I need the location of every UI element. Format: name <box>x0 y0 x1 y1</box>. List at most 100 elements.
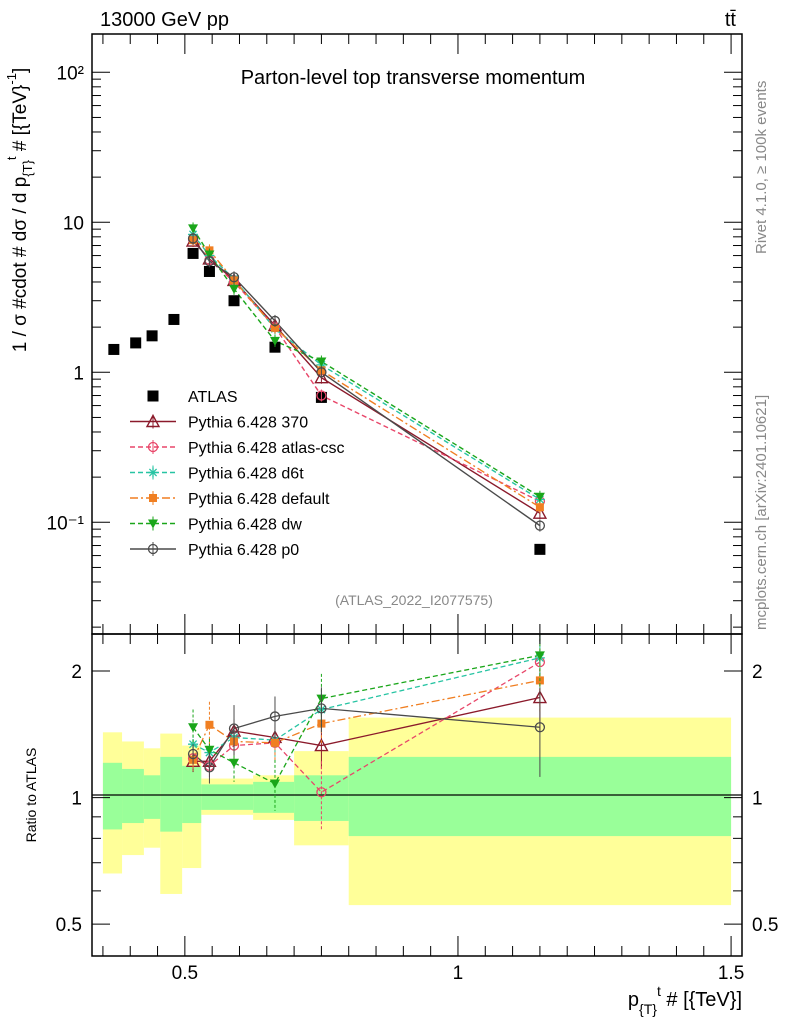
ratio-point-p0 <box>228 723 240 734</box>
ratio-point-dw <box>229 758 240 768</box>
top-y-tick-label: 10⁻¹ <box>47 513 85 534</box>
point-p0 <box>316 367 327 378</box>
point-ATLAS <box>108 343 120 355</box>
legend-marker-atlas-csc <box>147 441 159 453</box>
legend-entry-dw: Pythia 6.428 dw <box>130 516 302 534</box>
point-default <box>270 323 279 332</box>
legend-label-ATLAS: ATLAS <box>188 389 238 406</box>
legend-marker-p0 <box>147 543 159 555</box>
analysis-label: (ATLAS_2022_I2077575) <box>335 592 493 608</box>
x-tick-label: 0.5 <box>172 963 198 984</box>
point-ATLAS <box>203 265 215 277</box>
ratio-band-inner-3 <box>160 756 183 832</box>
point-ATLAS <box>269 341 281 353</box>
ratio-point-p0 <box>187 748 199 760</box>
legend-entry-370: Pythia 6.428 370 <box>130 414 308 432</box>
point-ATLAS <box>130 337 142 349</box>
main-y-axis-title: 1 / σ #cdot # dσ / d p{T}t # [{TeV}-1] <box>4 68 35 353</box>
ratio-band-inner-0 <box>102 762 123 830</box>
legend-label-p0: Pythia 6.428 p0 <box>188 542 299 559</box>
ratio-y-tick-label: 1 <box>71 789 82 810</box>
point-dw <box>269 336 280 346</box>
point-370 <box>532 505 548 519</box>
x-tick-label: 1.5 <box>718 963 744 984</box>
legend-marker-dw <box>148 519 158 529</box>
ratio-point-p0 <box>269 711 281 722</box>
legend-entry-p0: Pythia 6.428 p0 <box>130 542 299 559</box>
x-axis-title: p{T}t # [{TeV}] <box>628 983 742 1017</box>
top-y-tick-label: 10 <box>63 213 84 234</box>
ratio-y-tick-label-right: 1 <box>752 789 763 810</box>
legend-marker-370 <box>145 414 161 428</box>
point-dw <box>534 492 545 502</box>
legend-entry-d6t: Pythia 6.428 d6t <box>130 465 304 483</box>
point-p0 <box>228 272 240 283</box>
ratio-line-dw <box>192 654 541 785</box>
point-ATLAS <box>228 295 240 307</box>
legend-label-atlas-csc: Pythia 6.428 atlas-csc <box>188 440 345 457</box>
legend-label-d6t: Pythia 6.428 d6t <box>188 466 304 483</box>
x-tick-label: 1 <box>453 963 464 984</box>
ratio-y-tick-label-right: 0.5 <box>752 915 778 936</box>
mcplots-label: mcplots.cern.ch [arXiv:2401.10621] <box>753 395 770 630</box>
ratio-band-inner-6 <box>253 781 295 813</box>
point-370 <box>314 370 329 384</box>
legend-entry-atlas-csc: Pythia 6.428 atlas-csc <box>130 440 345 457</box>
ratio-band-inner-5 <box>201 784 254 810</box>
ratio-y-tick-label: 2 <box>71 662 82 683</box>
point-default <box>535 503 544 512</box>
ratio-y-axis-title: Ratio to ATLAS <box>23 748 39 843</box>
process-label: tt̄ <box>725 9 737 31</box>
legend-entry-ATLAS: ATLAS <box>147 389 238 406</box>
ratio-y-tick-label-right: 2 <box>752 662 763 683</box>
point-ATLAS <box>534 543 546 555</box>
ratio-plot-frame <box>91 633 743 957</box>
ratio-line-p0 <box>192 707 540 769</box>
point-p0 <box>187 233 199 244</box>
legend-label-default: Pythia 6.428 default <box>188 491 330 508</box>
ratio-point-370 <box>314 738 329 752</box>
ratio-point-default <box>205 720 214 729</box>
legend-label-dw: Pythia 6.428 dw <box>188 517 302 534</box>
legend-entry-default: Pythia 6.428 default <box>130 491 330 508</box>
chart-title: Parton-level top transverse momentum <box>241 67 586 89</box>
legend-label-370: Pythia 6.428 370 <box>188 415 308 432</box>
series-line-p0 <box>192 238 541 527</box>
point-p0 <box>534 520 546 531</box>
point-dw <box>204 250 215 260</box>
ratio-point-dw <box>188 723 199 733</box>
ratio-line-default <box>192 679 541 761</box>
ratio-point-dw <box>204 745 215 755</box>
ratio-line-atlas-csc <box>192 661 541 794</box>
ratio-point-default <box>270 738 279 747</box>
point-atlas-csc <box>316 390 327 401</box>
series-line-atlas-csc <box>192 238 541 502</box>
ratio-point-dw <box>534 651 545 661</box>
rivet-label: Rivet 4.1.0, ≥ 100k events <box>753 81 770 254</box>
legend-marker-default <box>149 494 157 502</box>
legend-marker-d6t <box>148 467 158 478</box>
ratio-point-dw <box>269 779 280 789</box>
point-dw <box>188 224 199 234</box>
point-p0 <box>204 256 215 267</box>
energy-label: 13000 GeV pp <box>100 9 229 31</box>
legend-marker-ATLAS <box>147 390 159 402</box>
series-line-d6t <box>192 234 541 501</box>
ratio-line-d6t <box>192 657 541 754</box>
ratio-band-inner-2 <box>143 775 161 819</box>
ratio-point-p0 <box>534 722 546 733</box>
point-ATLAS <box>187 247 199 259</box>
ratio-y-tick-label: 0.5 <box>56 915 82 936</box>
ratio-point-p0 <box>204 762 215 773</box>
point-dw <box>229 284 240 294</box>
point-p0 <box>269 315 281 327</box>
point-dw <box>316 357 327 367</box>
ratio-point-p0 <box>316 703 327 714</box>
point-ATLAS <box>168 313 180 325</box>
top-y-tick-label: 10² <box>57 63 84 84</box>
top-y-tick-label: 1 <box>73 363 84 384</box>
point-ATLAS <box>146 330 158 342</box>
ratio-band-inner-1 <box>122 768 144 824</box>
ratio-point-atlas-csc <box>316 787 327 798</box>
